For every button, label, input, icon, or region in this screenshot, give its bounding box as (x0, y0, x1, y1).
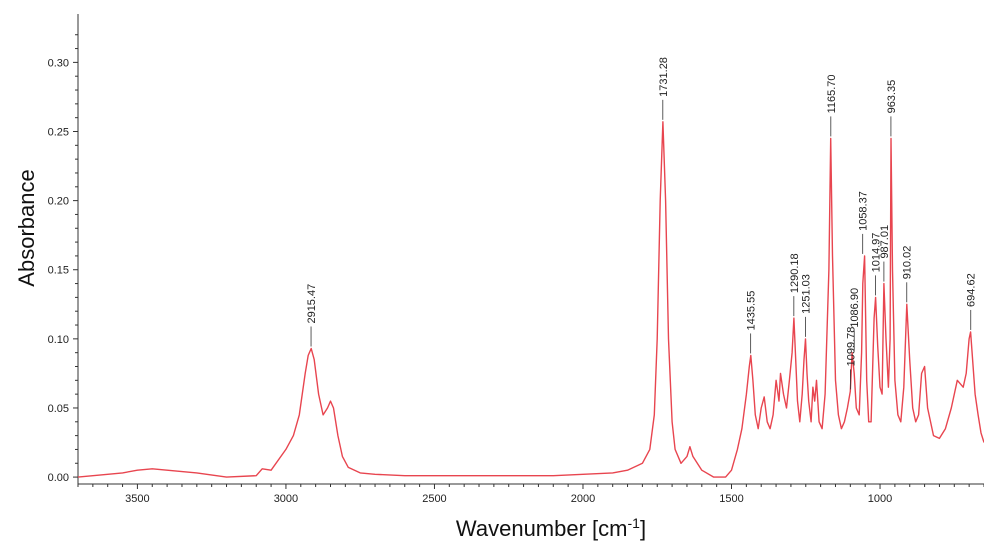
y-tick-label: 0.15 (48, 265, 69, 277)
x-tick-label: 1500 (719, 493, 743, 505)
x-axis: 3500 3000 2500 2000 1500 1000 (77, 484, 984, 505)
spectrum-line (77, 121, 984, 478)
peak-label: 963.35 (886, 80, 898, 114)
x-axis-title-sup: -1 (628, 515, 641, 531)
peak-label: 694.62 (966, 273, 978, 307)
x-tick-label: 2000 (571, 493, 595, 505)
x-tick-label: 2500 (422, 493, 446, 505)
peak-label: 2915.47 (306, 284, 318, 324)
peak-label: 1165.70 (826, 74, 838, 113)
peak-label: 1251.03 (800, 274, 812, 314)
peak-label: 987.01 (879, 225, 891, 259)
y-tick-label: 0.10 (48, 334, 69, 346)
x-tick-label: 3500 (125, 493, 149, 505)
peak-label: 1058.37 (858, 191, 870, 231)
peak-label: 1099.78 (845, 327, 857, 367)
y-tick-label: 0.05 (48, 403, 69, 415)
plot-frame (77, 14, 984, 485)
x-axis-title: Wavenumber [cm-1] (456, 515, 646, 541)
y-tick-label: 0.20 (48, 196, 69, 208)
x-axis-title-main: Wavenumber [cm (456, 516, 628, 541)
peak-label: 1014.97 (871, 233, 883, 273)
peak-label: 1290.18 (789, 253, 801, 293)
peak-label: 1435.55 (746, 291, 758, 331)
y-tick-label: 0.30 (48, 57, 69, 69)
y-axis-title: Absorbance (14, 169, 39, 286)
series-layer (77, 121, 984, 478)
x-axis-title-close: ] (640, 516, 646, 541)
peak-label: 910.02 (902, 246, 914, 280)
y-tick-label: 0.00 (48, 472, 69, 484)
peak-label: 1731.28 (658, 57, 670, 97)
y-tick-label: 0.25 (48, 127, 69, 139)
y-axis: 0.00 0.05 0.10 0.15 0.20 0.25 0.30 (48, 34, 78, 484)
x-tick-label: 1000 (868, 493, 892, 505)
peak-label: 1086.90 (849, 288, 861, 328)
x-tick-label: 3000 (274, 493, 298, 505)
